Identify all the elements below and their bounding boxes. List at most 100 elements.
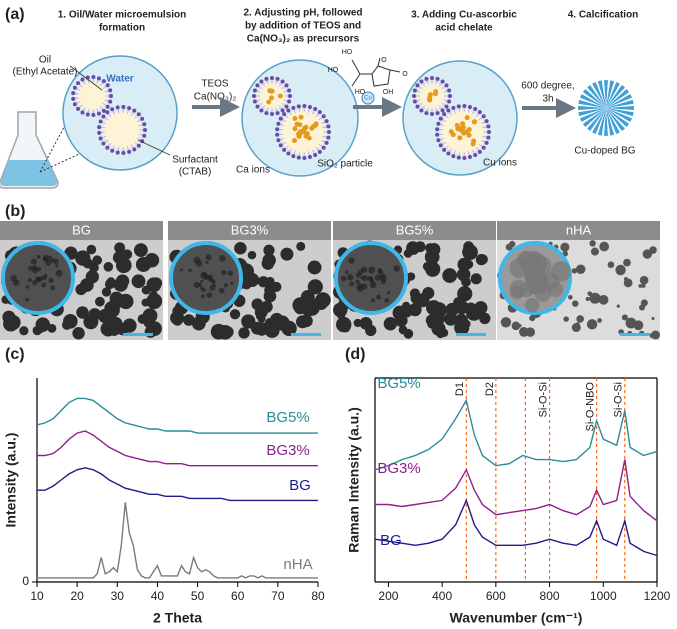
inset-texture <box>48 277 54 284</box>
ion <box>470 141 476 147</box>
inset-texture <box>227 270 233 276</box>
surfactant-head <box>317 149 322 154</box>
inset-texture <box>340 275 347 282</box>
inset-texture <box>223 282 229 288</box>
tile-header <box>333 221 496 240</box>
particle <box>456 267 471 282</box>
particle <box>296 241 306 251</box>
particle <box>113 277 128 292</box>
inset-texture <box>45 259 52 266</box>
particle <box>103 261 114 272</box>
step-title: by addition of TEOS and <box>245 21 361 32</box>
spike <box>606 80 615 108</box>
inset-texture <box>205 260 209 264</box>
inset-texture <box>550 261 572 282</box>
particle <box>108 317 123 333</box>
condition-label: 3h <box>542 94 553 105</box>
particle <box>572 300 579 307</box>
particle <box>590 247 599 256</box>
particle <box>595 293 600 298</box>
inset-texture <box>35 276 40 281</box>
inset-texture <box>348 257 355 264</box>
inset-texture <box>355 272 361 278</box>
surfactant-head <box>275 127 280 132</box>
surfactant-head <box>276 121 281 126</box>
surfactant-label: (CTAB) <box>179 167 212 178</box>
particle <box>144 253 160 268</box>
surfactant-head <box>467 104 472 109</box>
surfactant-head <box>446 151 451 156</box>
surfactant-head <box>473 107 478 112</box>
surfactant-head <box>326 135 331 140</box>
ion-label: Ca ions <box>236 165 270 176</box>
surfactant-head <box>255 83 260 88</box>
ion <box>267 88 273 94</box>
particle <box>400 305 413 318</box>
surfactant-head <box>259 108 264 113</box>
step-title: formation <box>99 23 145 34</box>
surfactant-head <box>440 79 445 84</box>
x-tick-label: 80 <box>311 589 325 603</box>
x-tick-label: 50 <box>191 589 205 603</box>
ion <box>309 125 315 131</box>
surfactant-head <box>486 135 491 140</box>
surfactant-head <box>451 154 456 159</box>
inset-texture <box>230 281 234 285</box>
spike <box>604 80 608 108</box>
inset-texture <box>201 294 205 299</box>
particle <box>474 301 488 315</box>
inset-texture <box>32 267 39 274</box>
surfactant-head <box>255 104 260 109</box>
particle <box>568 294 573 300</box>
particle <box>191 316 206 331</box>
ion <box>301 128 307 134</box>
particle <box>462 244 478 260</box>
y-tick-label: 0 <box>22 574 29 588</box>
surfactant-head <box>456 155 461 160</box>
oil-label: Oil <box>39 55 51 66</box>
inset-texture <box>355 279 360 284</box>
condition-label: 600 degree, <box>521 81 574 92</box>
series-line <box>36 397 318 434</box>
spike <box>606 108 633 122</box>
surfactant-head <box>101 141 106 146</box>
particle <box>585 297 590 302</box>
spike <box>606 84 625 108</box>
particle <box>263 244 275 256</box>
surfactant-head <box>284 104 289 109</box>
spike <box>606 108 630 127</box>
particle <box>170 310 185 325</box>
particle <box>88 308 101 321</box>
panel-label: (c) <box>5 346 25 363</box>
particle <box>431 321 446 336</box>
particle <box>615 264 626 276</box>
surfactant-head <box>287 88 292 93</box>
inset-texture <box>179 268 183 272</box>
particle <box>422 261 432 271</box>
particle <box>63 313 78 329</box>
surfactant-head <box>275 132 280 137</box>
surfactant-head <box>477 110 482 115</box>
ion <box>298 114 304 120</box>
particle <box>183 314 195 326</box>
surfactant-head <box>438 143 443 148</box>
inset-texture <box>55 264 59 268</box>
particle <box>586 319 598 330</box>
ion <box>277 93 283 99</box>
surfactant-head <box>85 112 90 117</box>
series-label: BG3% <box>266 442 309 459</box>
particle <box>86 244 97 255</box>
step-title: 3. Adding Cu-ascorbic <box>411 10 517 21</box>
surfactant-head <box>419 108 424 113</box>
surfactant-head <box>127 106 132 111</box>
inset-texture <box>519 282 535 298</box>
inset-texture <box>345 270 349 274</box>
surfactant-head <box>456 104 461 109</box>
panel-label: (b) <box>5 203 25 220</box>
particle <box>587 291 593 296</box>
inset-texture <box>201 287 206 293</box>
x-tick-label: 30 <box>111 589 125 603</box>
surfactant-head <box>302 104 307 109</box>
surfactant-head <box>317 110 322 115</box>
micelles <box>71 75 491 160</box>
